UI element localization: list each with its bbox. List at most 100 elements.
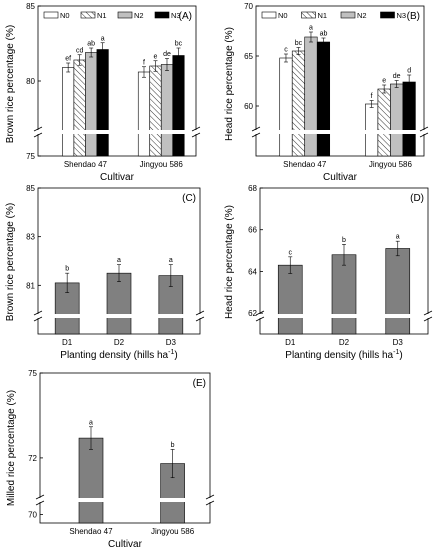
axis-break-mark [191, 132, 201, 138]
x-axis-label-end: ) [399, 350, 402, 361]
axis-break-mark [419, 126, 429, 132]
panel-label: (A) [179, 11, 192, 22]
bar-n1-cat2 [377, 88, 391, 157]
x-axis-label-sup: -1 [393, 349, 399, 356]
significance-letter: a [309, 25, 313, 32]
x-axis-label-end: ) [174, 350, 177, 361]
axis-break-mark [419, 132, 429, 138]
legend-label-n2: N2 [357, 11, 367, 20]
x-axis-label-main: Planting density (hills ha [60, 350, 168, 361]
y-tick-label: 68 [248, 184, 257, 193]
significance-letter: a [101, 35, 105, 42]
y-tick-label: 81 [26, 281, 35, 290]
x-tick-label: D2 [114, 338, 125, 347]
y-axis-label: Head rice percentage (%) [224, 205, 235, 319]
chart-panel-e: 70 72 75 Shendao 47 a Jingyou 586 b (E) Milled r… [6, 369, 215, 550]
axis-break-mark [251, 126, 261, 132]
y-tick-label: 70 [244, 2, 253, 11]
bar-n2-cat2 [160, 64, 174, 157]
axis-break-mark [191, 126, 201, 132]
bar-n1-cat1 [291, 50, 306, 157]
legend-swatch-n0 [43, 11, 59, 19]
x-axis-label: Planting density (hills ha-1) [285, 349, 402, 361]
bar-n2-cat1 [85, 52, 98, 157]
x-tick-label: D1 [62, 338, 73, 347]
legend-swatch-n2 [117, 11, 133, 19]
bar-cat2 [331, 254, 357, 335]
axis-break-mark [205, 494, 215, 500]
x-tick-label: Shendao 47 [283, 160, 327, 169]
legend-label-n3: N3 [397, 11, 407, 20]
x-tick-label: Jingyou 586 [369, 160, 413, 169]
significance-letter: f [371, 93, 373, 100]
legend-label-n2: N2 [134, 11, 144, 20]
panel-label: (B) [407, 11, 420, 22]
x-axis-label-sup: -1 [168, 349, 174, 356]
plot-frame [39, 372, 211, 524]
legend-swatch-n3 [154, 11, 170, 19]
x-tick-label: Jingyou 586 [140, 160, 184, 169]
significance-letter: e [154, 53, 158, 60]
significance-letter: b [171, 442, 175, 449]
axis-break-band [37, 130, 197, 134]
y-tick-label: 66 [248, 226, 257, 235]
y-tick-label: 72 [28, 454, 37, 463]
bar-n0-cat1 [62, 67, 75, 157]
x-axis-label-main: Cultivar [108, 539, 143, 550]
plot-frame [255, 5, 425, 157]
bar-n0-cat2 [137, 71, 151, 157]
axis-break-mark [205, 500, 215, 506]
legend-label-n3: N3 [171, 11, 181, 20]
significance-letter: e [382, 78, 386, 85]
y-axis-label: Brown rice percentage (%) [5, 203, 16, 321]
x-axis-label: Cultivar [108, 539, 143, 550]
axis-break-mark [255, 310, 265, 316]
axis-break-mark [33, 126, 43, 132]
x-tick-label: D3 [393, 338, 404, 347]
legend: N0 N1 N2 N3 [261, 11, 407, 20]
legend-swatch-n3 [380, 11, 395, 19]
axis-break-band [255, 130, 425, 134]
y-tick-label: 64 [248, 267, 257, 276]
significance-letter: c [284, 47, 288, 54]
panel-label: (D) [410, 193, 424, 204]
axis-break-mark [255, 316, 265, 322]
y-tick-label: 65 [244, 52, 253, 61]
significance-letter: ab [320, 31, 328, 38]
y-tick-label: 60 [244, 102, 253, 111]
panel-label: (C) [182, 193, 196, 204]
x-tick-label: D1 [285, 338, 296, 347]
x-axis-label-main: Cultivar [323, 172, 358, 183]
axis-break-mark [195, 310, 205, 316]
significance-letter: de [163, 51, 171, 58]
bar-n0-cat1 [279, 57, 293, 157]
legend-swatch-n1 [301, 11, 316, 19]
bar-n3-cat1 [96, 49, 109, 157]
legend-swatch-n2 [340, 11, 356, 19]
significance-letter: a [169, 257, 173, 264]
significance-letter: de [393, 73, 401, 80]
legend-label-n0: N0 [60, 11, 70, 20]
x-tick-label: D2 [339, 338, 350, 347]
legend-label-n1: N1 [318, 11, 328, 20]
significance-letter: ef [65, 56, 71, 63]
x-tick-label: D3 [166, 338, 177, 347]
bar-cat3 [385, 248, 411, 335]
y-tick-label: 83 [26, 233, 35, 242]
bar-n2-cat2 [390, 83, 404, 157]
bar-n1-cat2 [149, 65, 162, 157]
chart-panel-d: 62 64 66 68 D1 c D2 b D3 a (D) Head rice percentage… [224, 184, 433, 361]
significance-letter: c [288, 249, 292, 256]
significance-letter: a [117, 257, 121, 264]
axis-break-band [259, 314, 429, 318]
bar-n1-cat1 [73, 59, 86, 157]
y-tick-label: 85 [26, 184, 35, 193]
significance-letter: bc [295, 40, 303, 47]
bar-n3-cat2 [402, 81, 416, 157]
x-axis-label-main: Cultivar [100, 172, 135, 183]
y-axis-label: Head rice percentage (%) [224, 27, 235, 141]
significance-letter: a [396, 234, 400, 241]
axis-break-band [37, 314, 201, 318]
